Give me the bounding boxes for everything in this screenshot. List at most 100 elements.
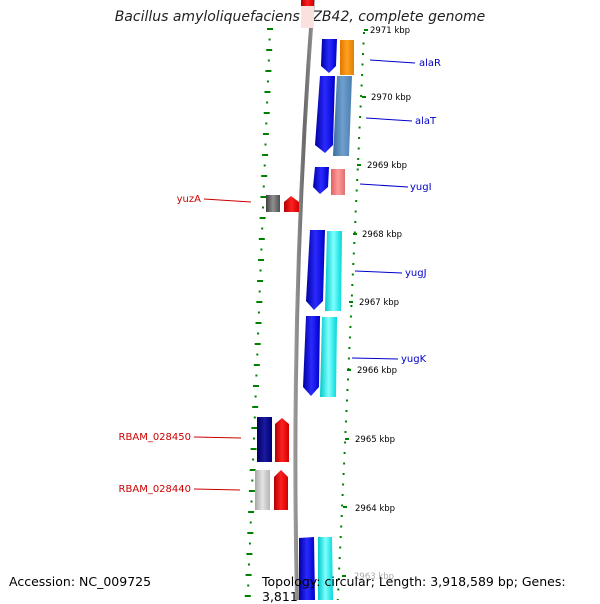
scale-tick-label: 2963 kbp <box>354 572 394 582</box>
gc-dash <box>353 231 356 234</box>
gc-dash <box>345 420 347 423</box>
scale-tick-label: 2968 kbp <box>362 230 402 240</box>
gc-dash <box>361 74 364 76</box>
gc-dash <box>342 483 345 486</box>
gc-dash <box>347 378 349 381</box>
gc-dash <box>353 242 356 244</box>
gc-dash <box>252 458 255 461</box>
gc-dash <box>258 290 261 293</box>
gc-dash <box>252 406 259 408</box>
leader-line-yuzA <box>203 198 252 203</box>
gc-dash <box>267 59 270 62</box>
scale-tick-label: 2970 kbp <box>371 93 411 103</box>
gc-dash <box>250 448 257 450</box>
gc-dash <box>259 269 262 272</box>
gene-arrow-yugJ[interactable] <box>306 230 325 310</box>
gc-dash <box>265 70 272 72</box>
gc-dash <box>262 154 269 156</box>
leader-line-RBAM_028440 <box>193 488 241 491</box>
gc-dash <box>356 168 359 171</box>
gene-label-RBAM_028450[interactable]: RBAM_028450 <box>119 432 191 443</box>
gc-dash <box>338 557 341 559</box>
cds-box-alaT[interactable] <box>333 76 352 156</box>
gc-dash <box>359 105 362 108</box>
gc-dash <box>261 175 268 177</box>
gene-label-yugJ[interactable]: yugJ <box>405 268 427 279</box>
gc-dash <box>360 84 363 87</box>
gc-dash <box>247 584 250 587</box>
genome-backbone <box>293 0 315 600</box>
gc-content-track <box>244 28 365 600</box>
gc-dash <box>256 301 263 303</box>
gc-dash <box>253 416 256 419</box>
leader-line-yugK <box>351 357 399 360</box>
cds-box-yuzA[interactable] <box>266 195 280 212</box>
gc-dash <box>248 563 250 566</box>
partial-feature-top <box>301 0 314 6</box>
scale-tick-label: 2967 kbp <box>359 298 399 308</box>
gene-arrow-yugI[interactable] <box>313 167 329 194</box>
gc-dash <box>352 263 355 265</box>
gc-dash <box>248 511 255 513</box>
gc-dash <box>357 147 360 150</box>
gc-dash <box>363 32 365 34</box>
gc-dash <box>268 38 271 41</box>
scale-tick-label: 2964 kbp <box>355 504 395 514</box>
gc-dash <box>246 553 253 555</box>
cds-box-alaR[interactable] <box>340 40 354 75</box>
gene-label-yugK[interactable]: yugK <box>401 354 427 365</box>
gc-dash <box>349 315 352 318</box>
gc-dash <box>247 532 254 534</box>
gc-dash <box>266 80 269 83</box>
gc-dash <box>345 410 348 412</box>
gene-label-alaR[interactable]: alaR <box>419 58 441 69</box>
gc-dash <box>350 305 353 307</box>
gc-dash <box>351 284 354 286</box>
gc-dash <box>253 385 259 387</box>
scale-ticks: 2971 kbp 2970 kbp 2969 kbp 2968 kbp 2967… <box>342 26 411 582</box>
gene-label-yugI[interactable]: yugI <box>410 182 432 193</box>
cds-box-yugK[interactable] <box>320 317 337 397</box>
cds-box-RBAM_028450[interactable] <box>257 417 272 462</box>
gc-dash <box>251 479 254 482</box>
gc-dash <box>337 578 340 580</box>
gc-dash <box>260 196 267 198</box>
gene-arrow-yuzA[interactable] <box>284 196 299 212</box>
gc-dash <box>346 399 348 402</box>
cds-box-yugI[interactable] <box>331 169 345 195</box>
gc-dash <box>264 143 267 146</box>
gc-dash <box>257 311 260 314</box>
gc-dash <box>360 95 363 97</box>
gene-arrow-RBAM_028440[interactable] <box>274 470 288 510</box>
cds-box-yugJ[interactable] <box>325 231 342 311</box>
gc-dash <box>362 53 364 55</box>
gene-arrow-alaT[interactable] <box>315 76 335 153</box>
gc-dash <box>257 332 260 335</box>
gc-dash <box>248 542 251 545</box>
scale-tick-label: 2966 kbp <box>357 366 397 376</box>
gc-dash <box>262 185 265 188</box>
gc-dash <box>341 504 344 507</box>
gene-label-RBAM_028440[interactable]: RBAM_028440 <box>119 484 191 495</box>
gene-label-alaT[interactable]: alaT <box>415 116 437 127</box>
gene-arrow-yugK[interactable] <box>303 316 320 396</box>
gc-dash <box>362 42 365 45</box>
gc-dash <box>354 210 357 213</box>
gc-dash <box>262 206 264 209</box>
gc-dash <box>344 431 347 433</box>
gc-dash <box>259 217 266 219</box>
gene-arrow-alaR[interactable] <box>321 39 337 73</box>
gc-dash <box>245 574 252 576</box>
gc-dash <box>256 353 259 356</box>
gc-dash <box>337 588 340 591</box>
cds-box-RBAM_028440[interactable] <box>255 470 270 510</box>
gene-label-yuzA[interactable]: yuzA <box>177 194 202 205</box>
gc-dash <box>343 452 346 454</box>
gene-arrow-RBAM_028450[interactable] <box>275 418 289 462</box>
gc-dash <box>253 437 255 440</box>
gc-dash <box>255 322 262 324</box>
gc-dash <box>254 343 261 345</box>
gc-dash <box>346 389 349 391</box>
gc-dash <box>343 462 346 465</box>
